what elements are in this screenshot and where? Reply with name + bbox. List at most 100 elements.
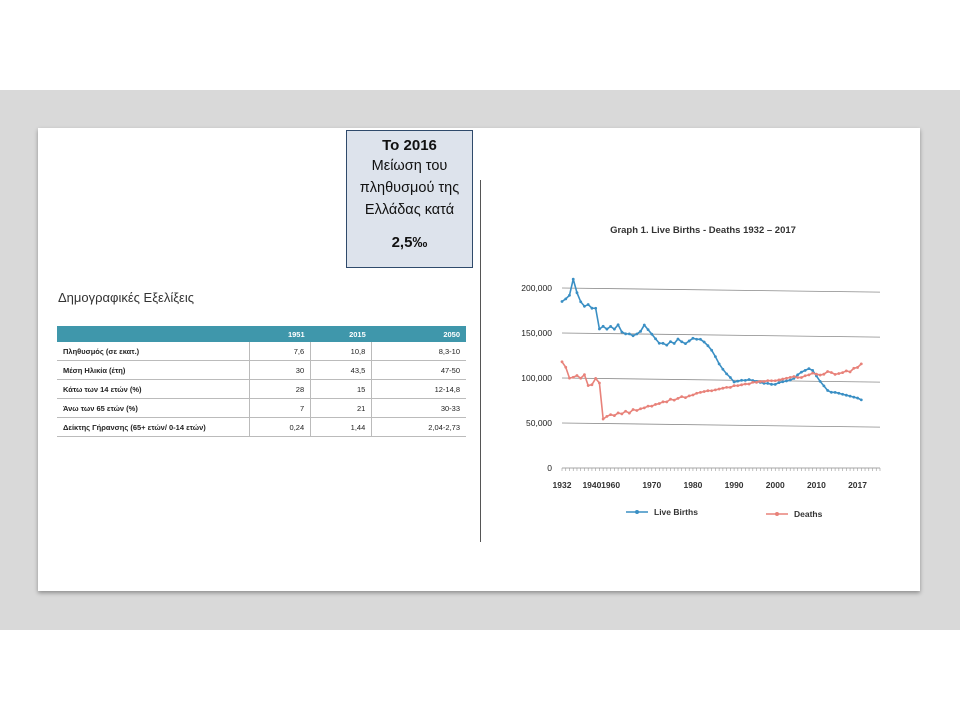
data-point — [826, 370, 830, 373]
table-row: Μέση Ηλικία (έτη) 30 43,5 47-50 — [57, 360, 466, 380]
table-row: Δείκτης Γήρανσης (65+ ετών/ 0-14 ετών) 0… — [57, 417, 466, 437]
data-point — [669, 340, 672, 344]
callout-line-3: πληθυσμού της — [359, 180, 460, 196]
data-point — [699, 337, 702, 341]
population-callout-box: Το 2016 Μείωση του πληθυσμού της Ελλάδας… — [346, 130, 473, 268]
data-point — [639, 329, 642, 333]
data-point — [575, 374, 579, 377]
table-row: Πληθυσμός (σε εκατ.) 7,6 10,8 8,3-10 — [57, 342, 466, 361]
data-point — [796, 376, 800, 379]
table-header-cell: 2015 — [310, 326, 372, 342]
data-point — [657, 402, 661, 405]
callout-line-2: Μείωση του — [371, 158, 448, 174]
table-row: Κάτω των 14 ετών (%) 28 15 12-14,8 — [57, 379, 466, 399]
data-point — [725, 385, 729, 389]
data-point — [829, 371, 833, 374]
data-point — [822, 372, 826, 376]
data-point — [684, 396, 687, 400]
data-point — [568, 376, 571, 380]
y-tick-label: 50,000 — [526, 418, 552, 428]
gridline — [561, 377, 881, 383]
data-point — [695, 391, 699, 395]
data-point — [642, 323, 646, 327]
data-point — [781, 380, 785, 384]
data-point — [852, 395, 856, 399]
cell-1951: 7,6 — [249, 342, 312, 361]
data-point — [856, 396, 859, 400]
data-point — [740, 378, 743, 382]
data-point — [732, 380, 736, 384]
data-point — [646, 404, 650, 408]
data-point — [612, 327, 616, 331]
data-point — [770, 379, 773, 383]
data-point — [822, 384, 826, 388]
data-point — [751, 380, 755, 384]
data-point — [575, 291, 579, 295]
x-tick-label: 1980 — [683, 480, 702, 490]
data-point — [598, 327, 601, 331]
data-point — [747, 382, 751, 386]
data-point — [800, 370, 803, 374]
chart-svg: Graph 1. Live Births - Deaths 1932 – 201… — [521, 225, 881, 519]
data-point — [654, 337, 657, 341]
data-point — [616, 411, 620, 415]
data-point — [728, 376, 732, 379]
data-point — [702, 390, 706, 393]
data-point — [699, 390, 702, 394]
data-point — [568, 293, 571, 297]
chart-y-ticks: 0 50,000 100,000 150,000 200,000 — [521, 283, 552, 473]
cell-1951: 0,24 — [249, 417, 312, 437]
x-tick-label: 1932 — [553, 480, 572, 490]
data-point — [856, 366, 859, 369]
data-point — [598, 381, 601, 385]
data-point — [650, 332, 654, 336]
y-tick-label: 100,000 — [521, 373, 552, 383]
cell-2050: 2,04-2,73 — [371, 417, 466, 437]
data-point — [560, 300, 564, 303]
data-point — [687, 394, 691, 398]
data-point — [777, 378, 781, 382]
data-point — [627, 332, 631, 336]
cell-2015: 1,44 — [310, 417, 373, 437]
row-label: Πληθυσμός (σε εκατ.) — [57, 342, 250, 361]
data-point — [665, 400, 669, 404]
data-point — [762, 380, 766, 383]
data-point — [747, 378, 751, 381]
data-point — [777, 381, 781, 385]
gridline — [561, 422, 881, 428]
data-point — [609, 325, 613, 328]
table-header-cell: 1951 — [249, 326, 311, 342]
demographics-table: 1951 2015 2050 Πληθυσμός (σε εκατ.) 7,6 … — [57, 326, 466, 437]
births-deaths-chart: Graph 1. Live Births - Deaths 1932 – 201… — [498, 190, 908, 530]
data-point — [766, 379, 770, 383]
callout-line-4: Ελλάδας κατά — [364, 202, 455, 218]
data-point — [624, 409, 627, 413]
cell-2050: 30-33 — [371, 398, 466, 418]
y-tick-label: 0 — [547, 463, 552, 473]
data-point — [717, 362, 721, 366]
data-point — [773, 382, 777, 386]
data-point — [687, 339, 691, 343]
data-point — [792, 375, 796, 378]
data-point — [594, 377, 598, 380]
data-point — [781, 377, 785, 381]
data-point — [586, 384, 590, 387]
cell-2015: 43,5 — [310, 360, 373, 380]
data-point — [631, 334, 635, 338]
data-point — [676, 397, 680, 400]
row-label: Κάτω των 14 ετών (%) — [57, 379, 250, 399]
data-point — [826, 389, 830, 392]
data-point — [601, 417, 605, 421]
data-point — [590, 383, 594, 387]
data-point — [635, 332, 639, 336]
data-point — [564, 365, 568, 369]
chart-series — [560, 277, 863, 421]
data-point — [702, 340, 706, 344]
chart-title: Graph 1. Live Births - Deaths 1932 – 201… — [610, 225, 796, 236]
legend-label: Deaths — [794, 509, 823, 519]
data-point — [800, 376, 803, 379]
data-point — [788, 378, 792, 382]
data-point — [758, 380, 762, 383]
data-point — [642, 406, 646, 410]
data-point — [796, 373, 800, 377]
